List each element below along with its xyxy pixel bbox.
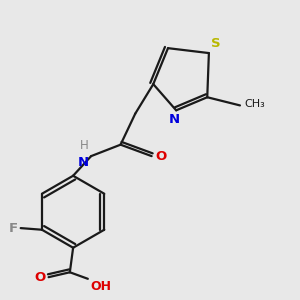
Text: N: N <box>77 156 88 169</box>
Text: S: S <box>211 38 220 50</box>
Text: O: O <box>156 150 167 163</box>
Text: OH: OH <box>91 280 112 293</box>
Text: O: O <box>35 271 46 284</box>
Text: F: F <box>8 222 17 235</box>
Text: N: N <box>169 113 180 126</box>
Text: CH₃: CH₃ <box>244 99 265 109</box>
Text: H: H <box>80 139 88 152</box>
